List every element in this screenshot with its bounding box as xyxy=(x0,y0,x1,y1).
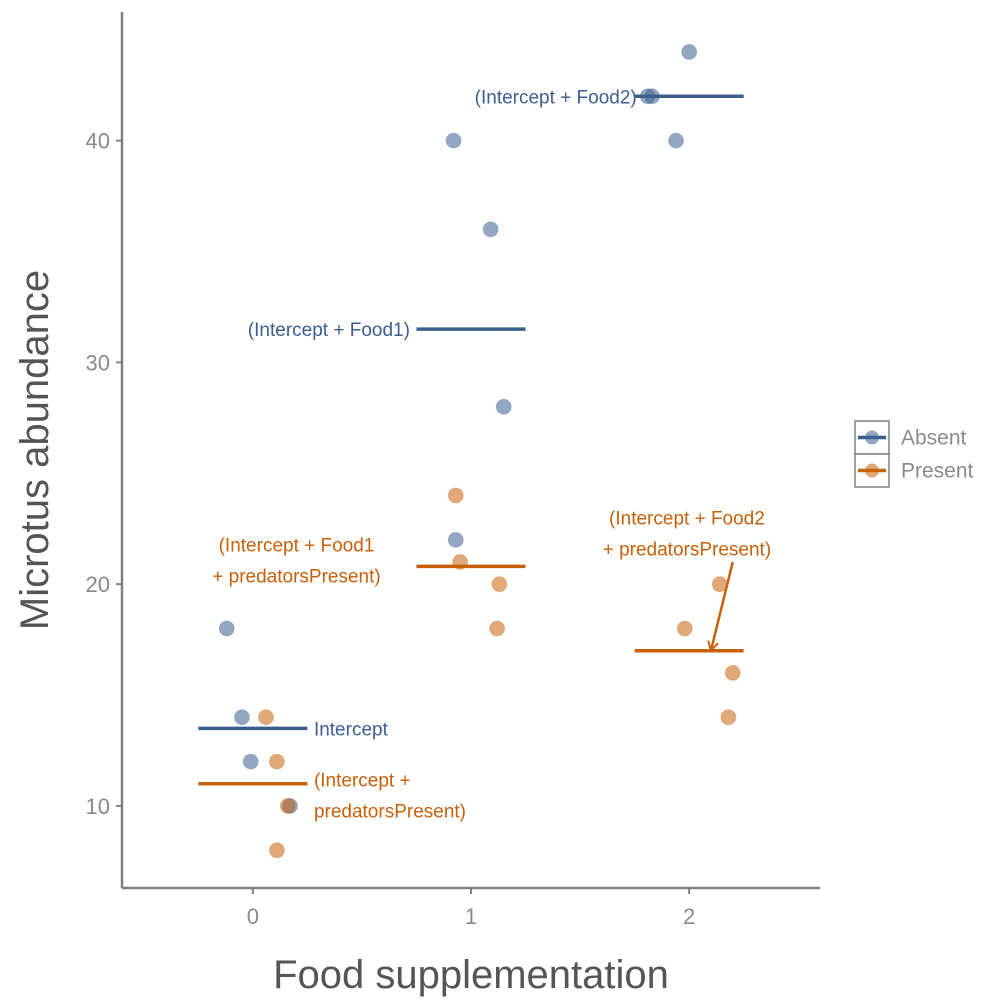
annotation-label: (Intercept + Food1 xyxy=(219,535,375,556)
data-point-present xyxy=(268,842,285,859)
y-tick-label: 10 xyxy=(86,794,110,819)
x-axis-title: Food supplementation xyxy=(273,953,669,997)
legend-label: Absent xyxy=(901,427,967,450)
data-point-present xyxy=(489,620,506,637)
data-point-absent xyxy=(218,620,235,637)
annotation-label: + predatorsPresent) xyxy=(603,540,771,561)
data-point-present xyxy=(720,709,737,726)
y-tick-label: 40 xyxy=(86,129,110,154)
data-point-absent xyxy=(668,132,685,149)
annotation-label: predatorsPresent) xyxy=(314,801,466,822)
y-axis-title: Microtus abundance xyxy=(13,270,57,630)
annotation-label: (Intercept + Food2 xyxy=(609,509,765,530)
y-tick-label: 20 xyxy=(86,572,110,597)
data-point-present xyxy=(268,753,285,770)
x-tick-label: 2 xyxy=(683,904,695,929)
legend-marker-present xyxy=(865,463,879,478)
data-point-absent xyxy=(482,221,499,238)
legend-label: Present xyxy=(901,460,974,483)
data-point-absent xyxy=(681,43,698,60)
data-point-absent xyxy=(445,132,462,149)
data-point-present xyxy=(447,487,464,504)
annotation-label: + predatorsPresent) xyxy=(212,566,380,587)
data-point-absent xyxy=(447,531,464,548)
data-point-present xyxy=(257,709,274,726)
annotation-arrow xyxy=(711,561,734,651)
annotation-label: (Intercept + Food1) xyxy=(248,320,410,341)
data-point-absent xyxy=(242,753,259,770)
annotation-label: (Intercept + Food2) xyxy=(475,87,637,108)
data-point-present xyxy=(724,664,741,681)
x-tick-label: 0 xyxy=(247,904,259,929)
data-point-present xyxy=(676,620,693,637)
annotation-label: (Intercept + xyxy=(314,770,411,791)
data-point-absent xyxy=(495,398,512,415)
x-tick-label: 1 xyxy=(465,904,477,929)
y-tick-label: 30 xyxy=(86,350,110,375)
data-point-present xyxy=(491,576,508,593)
data-point-absent xyxy=(233,709,250,726)
legend-marker-absent xyxy=(865,430,879,445)
annotation-label: Intercept xyxy=(314,719,389,740)
data-point-present xyxy=(279,797,296,814)
